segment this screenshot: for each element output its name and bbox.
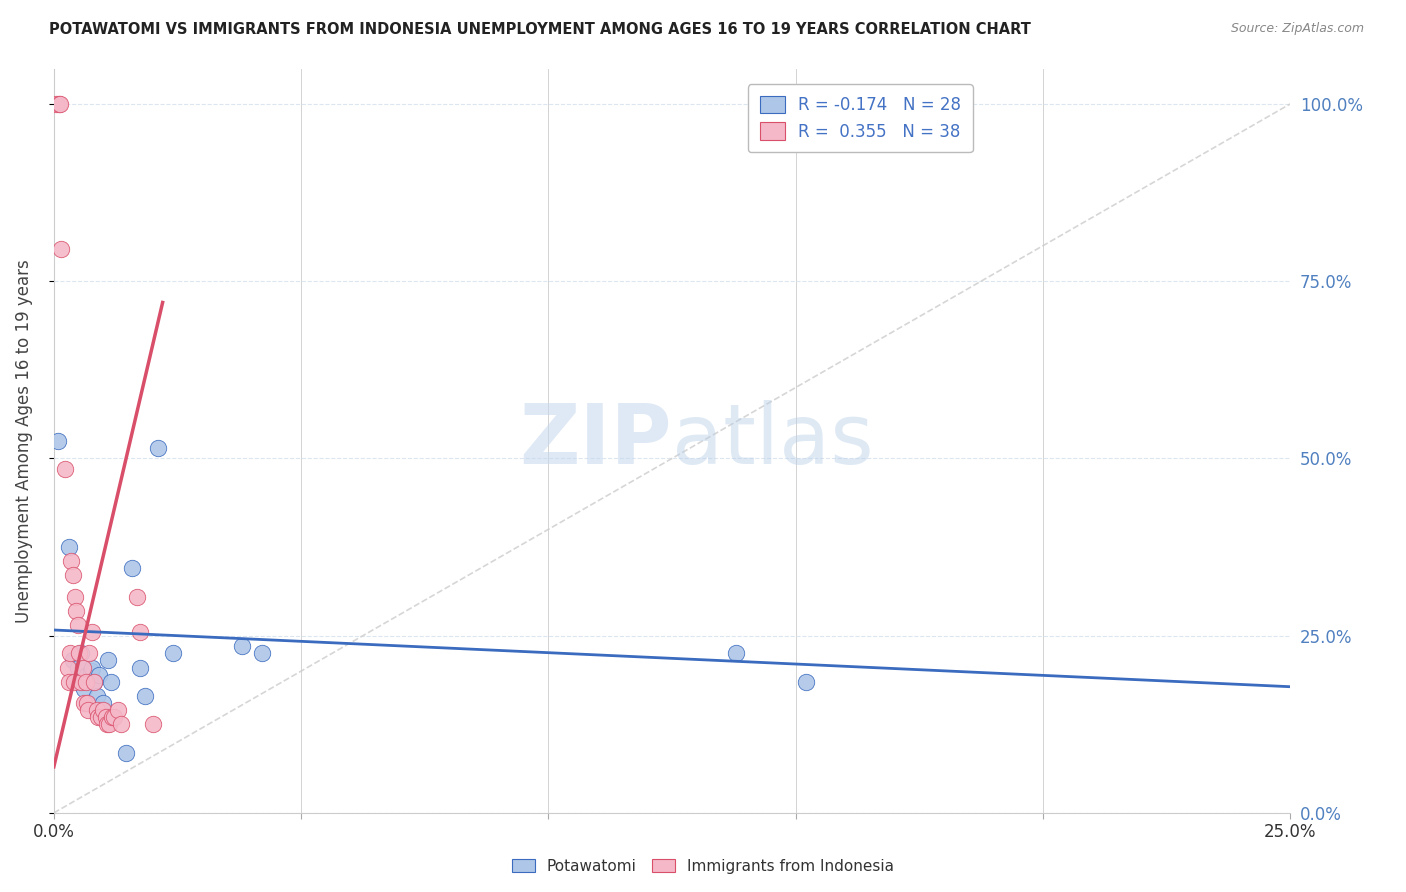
Point (142, 717, 165, 731)
Point (70, 647, 93, 661)
Point (103, 710, 125, 724)
Point (87, 710, 110, 724)
Point (62, 568, 84, 582)
Point (53, 462, 76, 476)
Point (63, 590, 86, 604)
Point (86, 689, 108, 703)
Text: POTAWATOMI VS IMMIGRANTS FROM INDONESIA UNEMPLOYMENT AMONG AGES 16 TO 19 YEARS C: POTAWATOMI VS IMMIGRANTS FROM INDONESIA … (49, 22, 1031, 37)
Y-axis label: Unemployment Among Ages 16 to 19 years: Unemployment Among Ages 16 to 19 years (15, 259, 32, 623)
Point (60, 554, 83, 568)
Point (72, 681, 94, 696)
Text: atlas: atlas (672, 401, 873, 481)
Point (96, 717, 118, 731)
Point (77, 703, 100, 717)
Point (70, 674, 93, 689)
Point (83, 674, 105, 689)
Point (146, 441, 169, 455)
Point (66, 660, 89, 674)
Point (83, 674, 105, 689)
Point (110, 717, 132, 731)
Point (86, 703, 108, 717)
Point (51, 242, 73, 256)
Point (129, 625, 152, 640)
Point (100, 674, 122, 689)
Point (49, 97, 72, 112)
Point (79, 647, 101, 661)
Point (725, 647, 748, 661)
Point (97, 653, 120, 667)
Point (121, 561, 143, 575)
Point (134, 689, 156, 703)
Point (45, 97, 67, 112)
Point (80, 664, 103, 678)
Point (66, 618, 89, 632)
Text: ZIP: ZIP (519, 401, 672, 481)
Point (90, 710, 112, 724)
Point (65, 604, 87, 618)
Point (77, 696, 100, 710)
Point (129, 660, 152, 674)
Text: Source: ZipAtlas.com: Source: ZipAtlas.com (1230, 22, 1364, 36)
Point (46, 434, 69, 448)
Point (58, 540, 80, 554)
Point (101, 710, 124, 724)
Point (162, 647, 184, 661)
Point (72, 660, 94, 674)
Point (82, 625, 104, 640)
Point (794, 674, 817, 689)
Point (91, 696, 114, 710)
Point (62, 674, 84, 689)
Point (125, 590, 148, 604)
Point (250, 647, 273, 661)
Point (76, 667, 98, 681)
Point (231, 640, 253, 654)
Point (56, 660, 79, 674)
Legend: Potawatomi, Immigrants from Indonesia: Potawatomi, Immigrants from Indonesia (506, 853, 900, 880)
Point (98, 717, 121, 731)
Point (66, 674, 89, 689)
Point (91, 703, 114, 717)
Point (59, 647, 82, 661)
Point (72, 660, 94, 674)
Point (58, 674, 80, 689)
Point (89, 667, 111, 681)
Point (107, 703, 129, 717)
Legend: R = -0.174   N = 28, R =  0.355   N = 38: R = -0.174 N = 28, R = 0.355 N = 38 (748, 85, 973, 153)
Point (72, 696, 94, 710)
Point (62, 653, 84, 667)
Point (75, 674, 97, 689)
Point (67, 647, 90, 661)
Point (48, 97, 70, 112)
Point (82, 660, 104, 674)
Point (76, 696, 98, 710)
Point (94, 710, 117, 724)
Point (114, 746, 136, 760)
